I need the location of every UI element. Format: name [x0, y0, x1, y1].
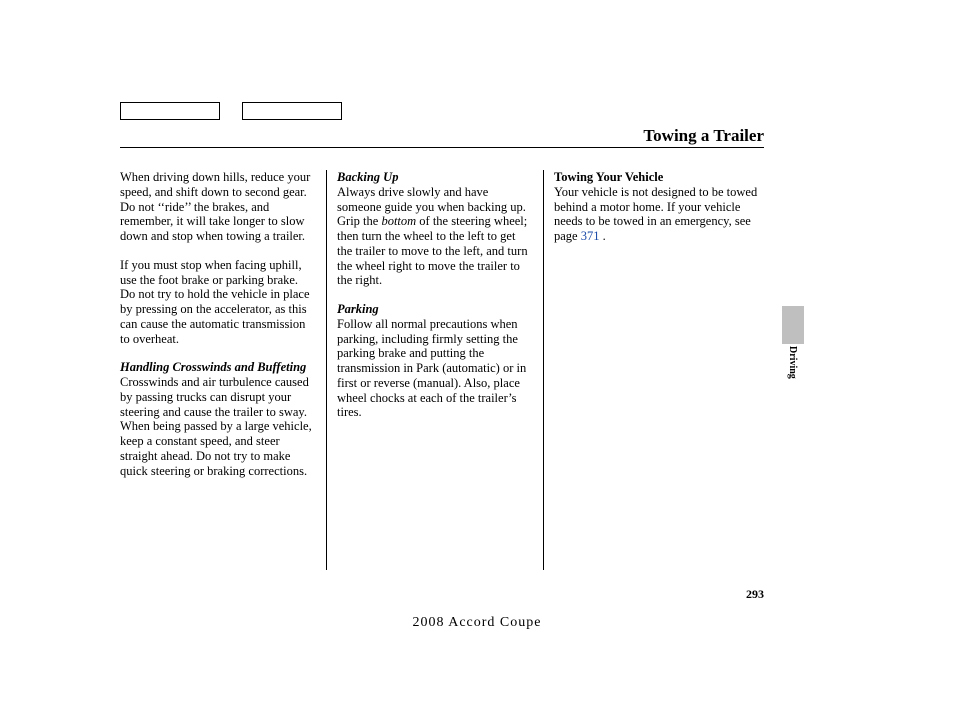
side-tab-label: Driving — [787, 346, 798, 379]
column-divider-1 — [326, 170, 327, 570]
column-1: When driving down hills, reduce your spe… — [120, 170, 326, 570]
page-ref-link[interactable]: 371 — [581, 229, 600, 243]
col1-para-1: When driving down hills, reduce your spe… — [120, 170, 314, 244]
col1-subhead-1: Handling Crosswinds and Buffeting — [120, 360, 306, 374]
header-rule — [120, 147, 764, 148]
col2-para-2: Parking Follow all normal precautions wh… — [337, 302, 531, 420]
col1-para-3-text: Crosswinds and air turbulence caused by … — [120, 375, 312, 478]
header-boxes — [120, 102, 342, 120]
col2-para-2-text: Follow all normal precautions when parki… — [337, 317, 526, 420]
page-root: Towing a Trailer When driving down hills… — [0, 0, 954, 710]
page-number: 293 — [746, 587, 764, 602]
header-box-1 — [120, 102, 220, 120]
col2-para-1: Backing Up Always drive slowly and have … — [337, 170, 531, 288]
body-columns: When driving down hills, reduce your spe… — [120, 170, 776, 570]
column-3: Towing Your Vehicle Your vehicle is not … — [554, 170, 760, 570]
col2-italic-word: bottom — [381, 214, 416, 228]
col1-para-2: If you must stop when facing uphill, use… — [120, 258, 314, 347]
col2-subhead-1: Backing Up — [337, 170, 398, 184]
header-box-2 — [242, 102, 342, 120]
section-title: Towing a Trailer — [643, 126, 764, 146]
side-tab — [782, 306, 804, 344]
column-2: Backing Up Always drive slowly and have … — [337, 170, 543, 570]
col2-subhead-2: Parking — [337, 302, 379, 316]
column-divider-2 — [543, 170, 544, 570]
col1-para-3: Handling Crosswinds and Buffeting Crossw… — [120, 360, 314, 478]
col3-para-1b: . — [599, 229, 605, 243]
footer-doc-title: 2008 Accord Coupe — [0, 615, 954, 631]
col3-para-1: Towing Your Vehicle Your vehicle is not … — [554, 170, 760, 244]
col3-subhead-1: Towing Your Vehicle — [554, 170, 663, 184]
